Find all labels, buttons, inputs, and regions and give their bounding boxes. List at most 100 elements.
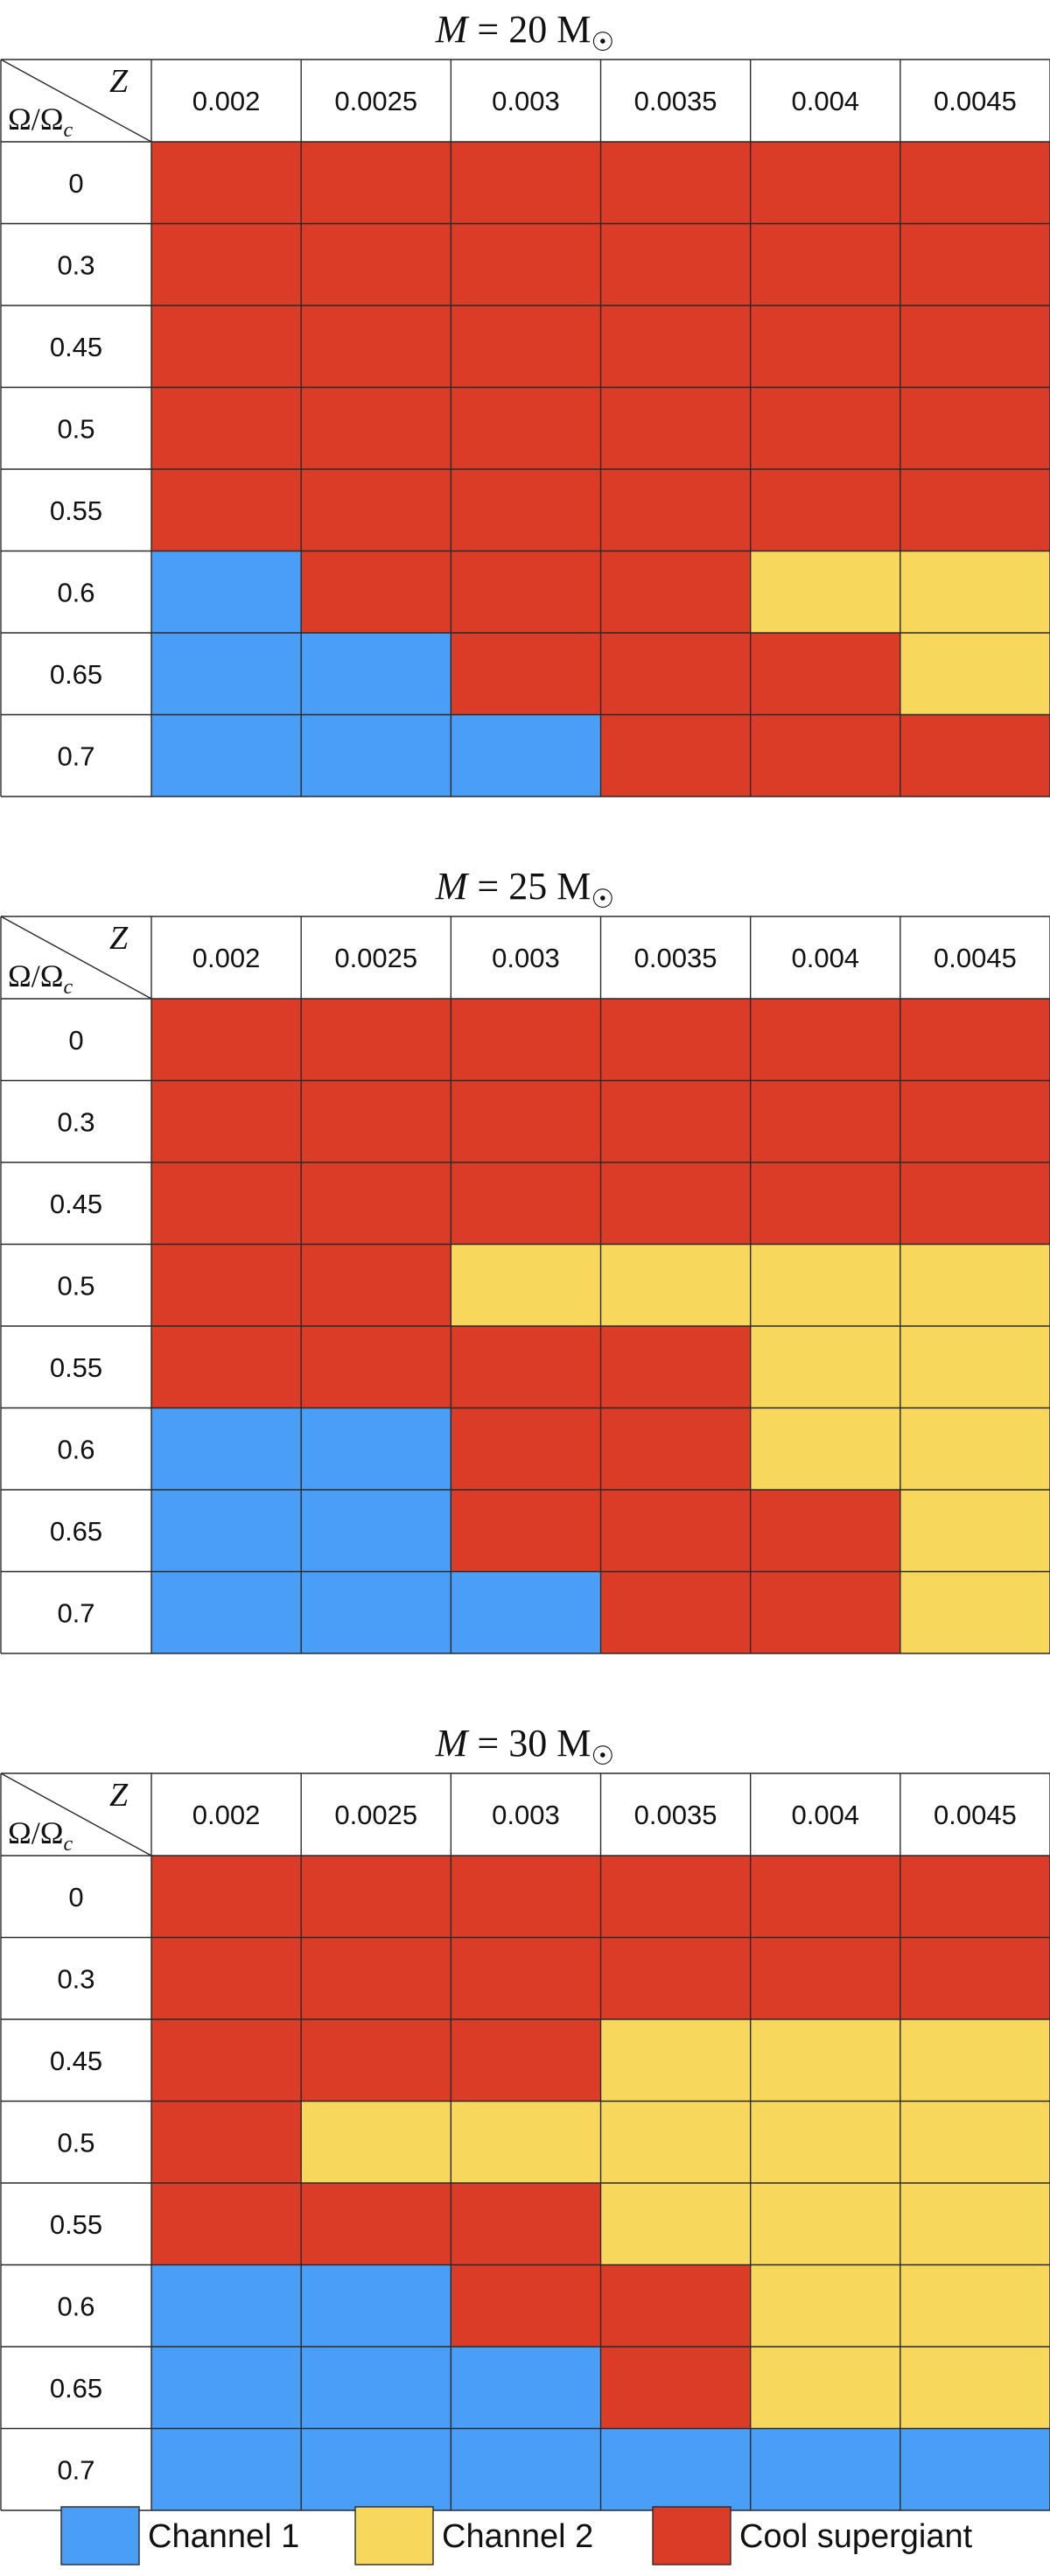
cell-0.7-0.0045-channel-1 (900, 2428, 1050, 2511)
cell-0.45-0.004-cool-supergiant (750, 305, 901, 388)
cell-0.45-0.0045-channel-2 (900, 2018, 1050, 2102)
col-axis-label: Z (109, 1777, 129, 1814)
cell-0.55-0.002-cool-supergiant (150, 468, 302, 551)
cell-0.3-0.003-cool-supergiant (450, 1080, 601, 1163)
cell-0.7-0.003-channel-1 (450, 1571, 601, 1654)
cell-0.7-0.002-channel-1 (150, 2428, 302, 2511)
cell-0.65-0.004-cool-supergiant (750, 1489, 901, 1572)
cell-0.3-0.0025-cool-supergiant (300, 223, 452, 306)
row-label: 0.45 (50, 332, 102, 362)
cell-0.3-0.004-cool-supergiant (750, 1080, 901, 1163)
cell-0.6-0.0045-channel-2 (900, 2264, 1050, 2348)
cell-0-0.003-cool-supergiant (450, 141, 601, 224)
cell-0-0.0045-cool-supergiant (900, 998, 1050, 1081)
cell-0.65-0.003-cool-supergiant (450, 1489, 601, 1572)
cell-0.55-0.004-cool-supergiant (750, 468, 901, 551)
legend-swatch (652, 2506, 732, 2565)
column-label: 0.0045 (934, 1800, 1017, 1830)
cell-0.7-0.0025-channel-1 (300, 1571, 452, 1654)
row-label: 0.6 (57, 2291, 94, 2321)
column-label: 0.002 (192, 943, 261, 973)
cell-0.5-0.002-cool-supergiant (150, 2101, 302, 2184)
cell-0.55-0.0025-cool-supergiant (300, 2182, 452, 2265)
cell-0-0.0025-cool-supergiant (300, 1855, 452, 1938)
column-label: 0.0025 (334, 86, 417, 116)
cell-0-0.0025-cool-supergiant (300, 141, 452, 224)
column-label: 0.0025 (334, 1800, 417, 1830)
column-label: 0.004 (791, 943, 859, 973)
cell-0.55-0.0025-cool-supergiant (300, 1325, 452, 1408)
cell-0.5-0.0035-channel-2 (600, 1244, 752, 1327)
col-axis-label: Z (109, 920, 129, 957)
cell-0-0.002-cool-supergiant (150, 998, 302, 1081)
legend-label: Channel 2 (442, 2518, 593, 2555)
row-label: 0.5 (57, 413, 94, 444)
cell-0.5-0.0025-cool-supergiant (300, 1244, 452, 1327)
cell-0-0.0035-cool-supergiant (600, 141, 752, 224)
cell-0.3-0.0045-cool-supergiant (900, 1937, 1050, 2020)
row-label: 0.45 (50, 1189, 102, 1219)
cell-0.5-0.0035-cool-supergiant (600, 387, 752, 470)
cell-0.6-0.0025-channel-1 (300, 2264, 452, 2348)
cell-0.5-0.0025-channel-2 (300, 2101, 452, 2184)
cell-0.3-0.003-cool-supergiant (450, 1937, 601, 2020)
row-label: 0 (68, 1025, 83, 1056)
cell-0.6-0.003-cool-supergiant (450, 1407, 601, 1491)
cell-0.6-0.002-channel-1 (150, 551, 302, 634)
cell-0-0.002-cool-supergiant (150, 141, 302, 224)
panel-m20: M = 20 M☉0.002 0.0025 0.003 0.0035 0.004 0.00… (0, 8, 1050, 797)
cell-0.7-0.003-channel-1 (450, 714, 601, 797)
title-mass-symbol: M (435, 8, 470, 51)
row-label: 0.45 (50, 2046, 102, 2076)
title-unit: M (556, 865, 591, 908)
cell-0.6-0.004-channel-2 (750, 551, 901, 634)
title-equals: = 30 (467, 1722, 556, 1765)
cell-0.7-0.0025-channel-1 (300, 714, 452, 797)
row-axis-label-main: Ω/Ω (8, 958, 64, 993)
cell-0.3-0.0035-cool-supergiant (600, 1937, 752, 2020)
row-axis-label: Ω/Ωc (8, 958, 74, 999)
legend-swatch (60, 2506, 140, 2565)
cell-0.45-0.002-cool-supergiant (150, 305, 302, 388)
cell-0.55-0.004-channel-2 (750, 2182, 901, 2265)
row-axis-label-subscript: c (64, 976, 74, 999)
header-background (1, 60, 1050, 142)
cell-0.65-0.0025-channel-1 (300, 2346, 452, 2429)
cell-0-0.0045-cool-supergiant (900, 141, 1050, 224)
row-label: 0.3 (57, 1106, 94, 1137)
cell-0.3-0.003-cool-supergiant (450, 223, 601, 306)
cell-0.65-0.003-cool-supergiant (450, 632, 601, 715)
column-label: 0.004 (791, 86, 859, 116)
cell-0.3-0.0045-cool-supergiant (900, 223, 1050, 306)
cell-0.7-0.0045-cool-supergiant (900, 714, 1050, 797)
cell-0-0.003-cool-supergiant (450, 1855, 601, 1938)
row-axis-label-main: Ω/Ω (8, 102, 64, 137)
row-label: 0 (68, 1882, 83, 1913)
cell-0.6-0.0045-channel-2 (900, 551, 1050, 634)
cell-0.3-0.002-cool-supergiant (150, 223, 302, 306)
row-label: 0.7 (57, 2454, 94, 2485)
cell-0.7-0.004-channel-1 (750, 2428, 901, 2511)
cell-0.6-0.003-cool-supergiant (450, 551, 601, 634)
cell-0.45-0.0045-cool-supergiant (900, 1162, 1050, 1245)
cell-0.6-0.003-cool-supergiant (450, 2264, 601, 2348)
cell-0.7-0.004-cool-supergiant (750, 714, 901, 797)
cell-0.45-0.0025-cool-supergiant (300, 2018, 452, 2102)
cell-0.55-0.0025-cool-supergiant (300, 468, 452, 551)
cell-0.6-0.0035-cool-supergiant (600, 2264, 752, 2348)
cell-0.7-0.0035-cool-supergiant (600, 1571, 752, 1654)
cell-0.5-0.0045-channel-2 (900, 1244, 1050, 1327)
row-label: 0.5 (57, 1270, 94, 1301)
cell-0.55-0.004-channel-2 (750, 1325, 901, 1408)
cell-0.55-0.002-cool-supergiant (150, 1325, 302, 1408)
cell-0.55-0.0045-channel-2 (900, 2182, 1050, 2265)
cell-0.5-0.004-channel-2 (750, 2101, 901, 2184)
row-label: 0.6 (57, 577, 94, 607)
cell-0.6-0.002-channel-1 (150, 2264, 302, 2348)
legend-item-channel-2: Channel 2 (354, 2506, 593, 2565)
cell-0.5-0.004-channel-2 (750, 1244, 901, 1327)
panel-title: M = 20 M☉ (435, 8, 615, 57)
column-label: 0.004 (791, 1800, 859, 1830)
title-unit: M (556, 1722, 591, 1765)
cell-0.5-0.002-cool-supergiant (150, 1244, 302, 1327)
